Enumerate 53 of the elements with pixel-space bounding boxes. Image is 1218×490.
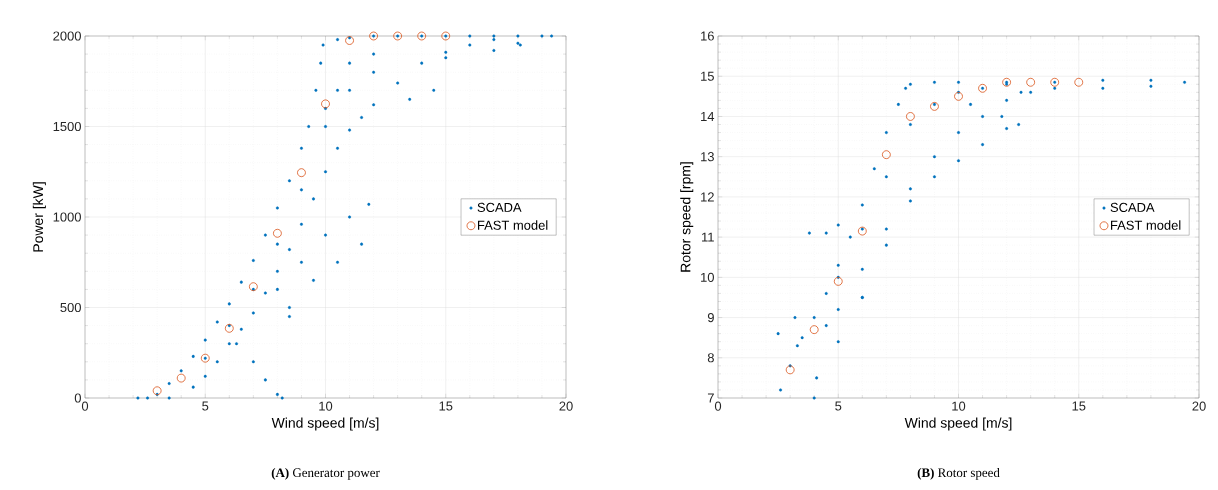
point — [833, 276, 843, 286]
y-tick-label: 10 — [701, 272, 714, 282]
x-tick-label: 15 — [1072, 401, 1086, 411]
legend-label: FAST model — [1111, 220, 1181, 230]
y-tick-label: 16 — [701, 31, 714, 41]
point — [785, 365, 795, 375]
point — [809, 325, 819, 335]
legend-label: SCADA — [477, 202, 522, 212]
point — [1074, 77, 1084, 87]
point — [1026, 77, 1036, 87]
x-axis-title: Wind speed [m/s] — [271, 417, 379, 431]
point — [297, 168, 306, 178]
y-tick-label: 8 — [707, 353, 714, 363]
point — [906, 112, 915, 121]
x-tick-label: 10 — [952, 401, 966, 411]
y-axis-title: Power [kW] — [32, 182, 46, 252]
y-axis-title: Rotor speed [rpm] — [680, 162, 694, 272]
legend-label: SCADA — [1110, 202, 1155, 212]
text: (A) Generator power — [271, 467, 380, 480]
y-tick-label: 0 — [74, 393, 81, 403]
x-tick-label: 5 — [835, 401, 842, 411]
x-tick-label: 5 — [202, 401, 209, 411]
point — [881, 150, 891, 160]
x-tick-label: 0 — [81, 401, 89, 411]
text: (B) Rotor speed — [917, 467, 1000, 480]
y-tick-label: 11 — [702, 232, 714, 242]
legend-label: FAST model — [478, 220, 548, 230]
point — [954, 91, 963, 101]
y-tick-label: 500 — [60, 302, 81, 313]
point — [930, 102, 939, 111]
point — [176, 373, 186, 383]
point — [224, 323, 234, 333]
y-tick-label: 12 — [701, 192, 714, 202]
x-tick-label: 20 — [1192, 401, 1206, 411]
point — [248, 282, 258, 292]
y-tick-label: 13 — [701, 152, 714, 162]
point — [152, 386, 162, 396]
point — [345, 36, 354, 45]
y-tick-label: 1000 — [53, 212, 81, 222]
point — [273, 228, 282, 238]
y-tick-label: 1500 — [53, 121, 81, 132]
x-tick-label: 10 — [319, 401, 333, 411]
y-tick-label: 15 — [701, 71, 714, 81]
x-tick-label: 0 — [714, 401, 722, 411]
y-tick-label: 9 — [707, 312, 714, 323]
x-tick-label: 15 — [439, 401, 453, 411]
point — [857, 226, 867, 236]
x-axis-title: Wind speed [m/s] — [904, 417, 1012, 431]
y-tick-label: 2000 — [53, 31, 81, 41]
x-tick-label: 20 — [559, 401, 573, 411]
y-tick-label: 7 — [707, 393, 714, 403]
point — [321, 99, 330, 109]
y-tick-label: 14 — [701, 112, 715, 121]
